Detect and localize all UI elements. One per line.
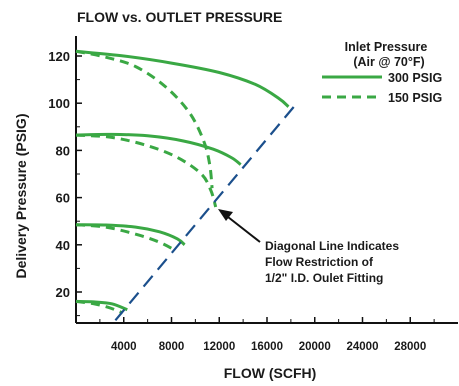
annotation-line-2: Flow Restriction of (265, 255, 374, 269)
series-150-psig-curve-1 (75, 49, 214, 189)
legend-title-line-1: Inlet Pressure (345, 40, 428, 54)
x-axis-title: FLOW (SCFH) (224, 365, 317, 381)
x-tick-label: 20000 (299, 341, 331, 353)
series-150-psig-curve-4 (75, 299, 124, 315)
series-150-psig-curve-3 (75, 223, 177, 253)
legend-entry-300-psig: 300 PSIG (388, 71, 442, 85)
annotation-arrow-head (218, 209, 233, 221)
series-300-psig-curve-2 (75, 132, 242, 166)
legend-entry-150-psig: 150 PSIG (388, 91, 442, 105)
series-300-psig-curve-1 (75, 49, 290, 108)
x-tick-label: 24000 (347, 341, 379, 353)
annotation-arrow (227, 216, 261, 243)
chart-title: FLOW vs. OUTLET PRESSURE (77, 9, 282, 25)
y-axis-title: Delivery Pressure (PSIG) (13, 114, 29, 279)
legend-title-line-2: (Air @ 70°F) (353, 55, 424, 69)
y-tick-label: 20 (56, 285, 70, 300)
series-300-psig-curve-3 (75, 223, 186, 246)
y-tick-label: 40 (56, 238, 70, 253)
annotation: Diagonal Line Indicates Flow Restriction… (218, 209, 399, 285)
y-tick-label: 60 (56, 191, 70, 206)
plot-area: 20 40 60 80 100 120 4000 8000 12000 16000 20000 240… (48, 36, 458, 353)
x-tick-label: 4000 (111, 341, 137, 353)
x-tick-label: 12000 (203, 341, 235, 353)
y-tick-label: 120 (48, 49, 70, 64)
x-tick-label: 8000 (159, 341, 185, 353)
annotation-line-1: Diagonal Line Indicates (265, 239, 399, 253)
annotation-line-3: 1/2" I.D. Oulet Fitting (265, 271, 383, 285)
x-tick-label: 16000 (251, 341, 283, 353)
flow-restriction-line (114, 102, 298, 322)
y-tick-label: 80 (56, 143, 70, 158)
series-150-psig-curve-2 (75, 133, 218, 208)
y-tick-label: 100 (48, 96, 70, 111)
legend: Inlet Pressure (Air @ 70°F) 300 PSIG 150… (322, 40, 442, 105)
x-tick-label: 28000 (394, 341, 426, 353)
